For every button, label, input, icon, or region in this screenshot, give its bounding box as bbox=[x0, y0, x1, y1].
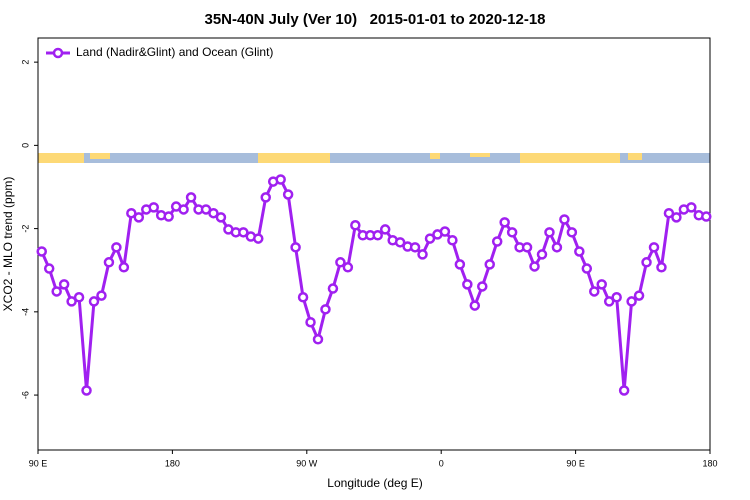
data-point bbox=[439, 226, 451, 237]
data-point bbox=[36, 246, 47, 257]
chart-title: 35N-40N July (Ver 10) 2015-01-01 to 2020… bbox=[204, 11, 545, 28]
data-point bbox=[491, 236, 503, 247]
data-point bbox=[454, 259, 466, 270]
x-tick-label: 90 E bbox=[29, 458, 48, 468]
data-point bbox=[603, 296, 615, 307]
y-axis-label: XCO2 - MLO trend (ppm) bbox=[1, 177, 15, 312]
y-tick-label: 0 bbox=[20, 143, 30, 148]
data-point bbox=[43, 263, 55, 274]
data-point bbox=[178, 204, 189, 215]
data-point bbox=[290, 242, 301, 253]
data-point bbox=[409, 242, 421, 253]
data-point bbox=[633, 290, 645, 301]
data-point bbox=[275, 174, 286, 185]
data-point bbox=[379, 224, 391, 235]
data-point bbox=[238, 227, 249, 238]
data-point bbox=[297, 292, 309, 303]
data-point bbox=[126, 207, 137, 219]
legend-marker bbox=[52, 47, 64, 59]
data-point bbox=[611, 292, 622, 303]
data-point bbox=[656, 262, 667, 273]
y-tick-label: 2 bbox=[20, 60, 30, 65]
data-point bbox=[320, 304, 331, 315]
data-point bbox=[305, 316, 316, 328]
data-point bbox=[103, 257, 115, 268]
data-point bbox=[394, 237, 406, 248]
data-point bbox=[521, 242, 533, 253]
data-point bbox=[686, 202, 697, 213]
data-point bbox=[589, 286, 600, 297]
x-tick-label: 90 W bbox=[296, 458, 318, 468]
data-point bbox=[596, 279, 607, 290]
x-tick-label: 180 bbox=[165, 458, 180, 468]
data-point bbox=[111, 242, 122, 253]
data-point bbox=[551, 242, 563, 253]
y-tick-label: -2 bbox=[20, 225, 30, 233]
data-point bbox=[536, 249, 548, 260]
data-point bbox=[424, 233, 436, 244]
data-point bbox=[253, 233, 264, 244]
x-tick-label: 0 bbox=[439, 458, 444, 468]
data-point bbox=[544, 227, 555, 238]
data-point bbox=[462, 279, 473, 290]
data-point bbox=[648, 242, 660, 253]
x-tick-label: 180 bbox=[702, 458, 717, 468]
y-tick-label: -6 bbox=[20, 391, 30, 399]
data-point bbox=[559, 214, 570, 225]
data-point bbox=[163, 211, 174, 222]
data-point bbox=[671, 212, 682, 223]
data-point bbox=[342, 262, 354, 273]
data-point bbox=[499, 217, 510, 228]
data-point bbox=[51, 286, 62, 297]
data-point bbox=[484, 259, 495, 270]
x-tick-label: 90 E bbox=[566, 458, 585, 468]
data-point bbox=[626, 296, 637, 307]
data-point bbox=[335, 257, 346, 268]
data-point bbox=[133, 212, 145, 223]
data-point bbox=[327, 283, 339, 294]
data-point bbox=[96, 290, 107, 301]
data-point bbox=[282, 189, 294, 200]
data-point bbox=[58, 279, 70, 290]
data-point bbox=[185, 192, 197, 203]
land-ocean-strip bbox=[38, 153, 710, 163]
data-point bbox=[417, 249, 428, 260]
data-point bbox=[372, 230, 383, 241]
data-point bbox=[312, 334, 324, 345]
data-point bbox=[641, 257, 652, 268]
data-point bbox=[148, 202, 159, 213]
data-point bbox=[208, 207, 219, 219]
data-point bbox=[118, 262, 130, 273]
data-point bbox=[81, 385, 92, 396]
y-tick-label: -4 bbox=[20, 308, 30, 316]
data-point bbox=[566, 227, 578, 238]
data-point bbox=[469, 300, 481, 311]
legend-label: Land (Nadir&Glint) and Ocean (Glint) bbox=[76, 45, 273, 59]
data-point bbox=[350, 220, 361, 231]
data-point bbox=[477, 281, 488, 292]
data-point bbox=[581, 263, 593, 274]
data-point bbox=[260, 192, 271, 203]
data-point bbox=[447, 235, 458, 246]
data-point bbox=[701, 211, 712, 222]
plot-frame bbox=[37, 37, 711, 451]
data-point bbox=[663, 207, 675, 219]
data-point bbox=[66, 296, 77, 307]
data-point bbox=[215, 212, 227, 223]
data-point bbox=[618, 385, 630, 396]
data-point bbox=[529, 261, 540, 272]
data-point bbox=[574, 246, 585, 257]
data-point bbox=[73, 292, 85, 303]
x-axis-label: Longitude (deg E) bbox=[327, 476, 422, 490]
data-point bbox=[88, 296, 100, 307]
data-point bbox=[506, 227, 518, 238]
